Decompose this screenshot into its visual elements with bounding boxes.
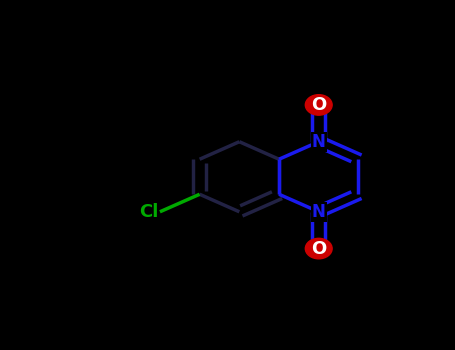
Circle shape — [305, 95, 332, 115]
Text: N: N — [312, 203, 326, 221]
Text: Cl: Cl — [139, 203, 158, 221]
Text: O: O — [311, 96, 326, 114]
Text: O: O — [311, 239, 326, 258]
Circle shape — [305, 238, 332, 259]
Text: N: N — [312, 133, 326, 151]
